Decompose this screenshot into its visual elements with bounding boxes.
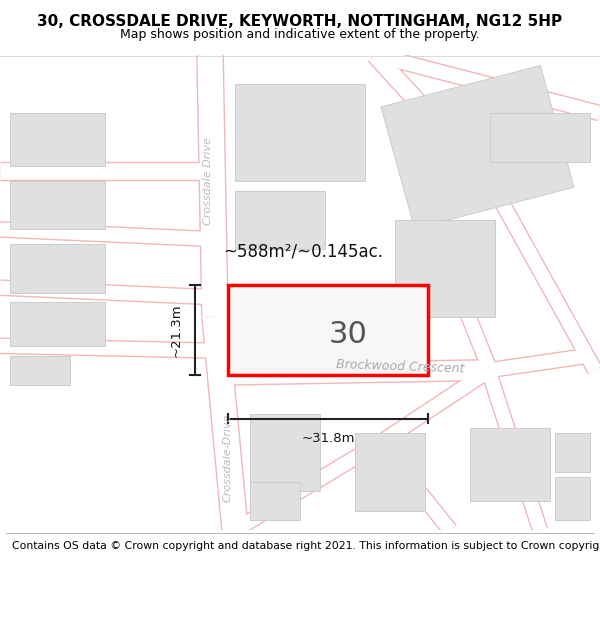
Bar [555,477,590,520]
Text: Brockwood Crescent: Brockwood Crescent [335,358,464,376]
Bar [10,244,105,292]
Bar [10,356,70,384]
Bar [10,113,105,166]
Bar [355,433,425,511]
Text: ~21.3m: ~21.3m [170,303,183,357]
Text: Crossdale-Drive: Crossdale-Drive [223,413,233,501]
Bar [250,481,300,520]
Text: 30: 30 [329,320,367,349]
Bar [10,302,105,346]
Bar [228,285,428,375]
Bar [235,191,325,249]
Text: Contains OS data © Crown copyright and database right 2021. This information is : Contains OS data © Crown copyright and d… [12,541,600,551]
Polygon shape [381,66,574,229]
Bar [395,220,495,317]
Text: Crossdale Drive: Crossdale Drive [203,137,213,225]
Bar [250,414,320,491]
Bar [490,113,590,162]
Bar [470,428,550,501]
Text: ~31.8m: ~31.8m [301,432,355,445]
Text: 30, CROSSDALE DRIVE, KEYWORTH, NOTTINGHAM, NG12 5HP: 30, CROSSDALE DRIVE, KEYWORTH, NOTTINGHA… [37,14,563,29]
Text: Map shows position and indicative extent of the property.: Map shows position and indicative extent… [120,28,480,41]
Bar [235,84,365,181]
Text: ~588m²/~0.145ac.: ~588m²/~0.145ac. [223,242,383,261]
Bar [253,302,328,361]
Bar [10,181,105,229]
Bar [555,433,590,472]
